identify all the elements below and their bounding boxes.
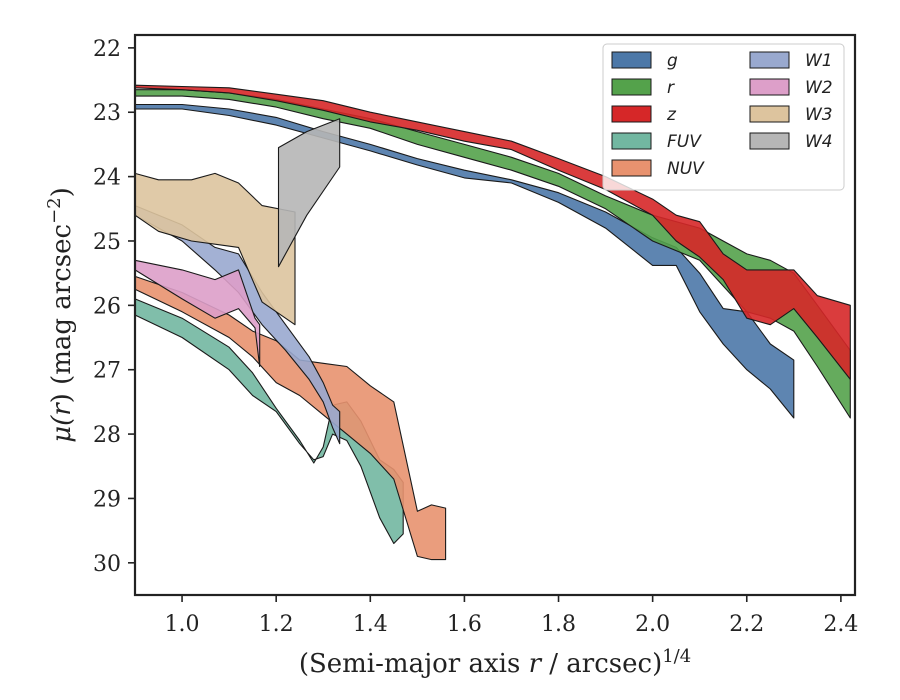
y-tick-label: 27 bbox=[93, 359, 121, 384]
legend-swatch-g bbox=[611, 51, 652, 69]
band-g bbox=[134, 103, 795, 419]
legend-swatch-z bbox=[611, 105, 652, 123]
legend-swatch-nuv bbox=[611, 159, 652, 177]
band-w4 bbox=[277, 118, 341, 268]
y-axis-label-main: μ( bbox=[47, 415, 77, 443]
y-axis-label-exp: −2 bbox=[44, 197, 65, 224]
x-axis-label-var: r bbox=[529, 649, 543, 679]
legend-label-w3: W3 bbox=[805, 105, 833, 125]
legend-swatch-r bbox=[611, 78, 652, 96]
y-tick-label: 30 bbox=[93, 552, 121, 577]
x-axis-label: (Semi-major axis r / arcsec)1/4 bbox=[299, 646, 691, 679]
y-tick-label: 24 bbox=[93, 166, 121, 191]
band-z bbox=[134, 84, 851, 380]
x-tick-label: 1.2 bbox=[259, 612, 294, 637]
y-tick-label: 23 bbox=[93, 101, 121, 126]
plot-frame bbox=[133, 33, 857, 597]
y-axis: 22 23 24 25 26 27 28 29 30 bbox=[93, 37, 135, 577]
y-tick-label: 28 bbox=[93, 423, 121, 448]
legend-swatch-w4 bbox=[749, 132, 790, 150]
legend-label-fuv: FUV bbox=[667, 132, 702, 152]
legend-swatch-w3 bbox=[749, 105, 790, 123]
x-tick-label: 2.4 bbox=[823, 612, 858, 637]
x-axis-label-exp: 1/4 bbox=[662, 646, 691, 667]
x-tick-label: 1.4 bbox=[353, 612, 388, 637]
x-tick-label: 1.6 bbox=[447, 612, 482, 637]
x-tick-label: 2.0 bbox=[635, 612, 670, 637]
x-axis-label-tail: / arcsec) bbox=[541, 649, 662, 679]
y-axis-label-tail: ) (mag arcsec bbox=[47, 224, 77, 403]
band-layer bbox=[134, 84, 851, 561]
x-axis: 1.0 1.2 1.4 1.6 1.8 2.0 2.2 2.4 bbox=[165, 595, 858, 637]
legend-label-r: r bbox=[667, 78, 675, 98]
band-w2 bbox=[134, 259, 261, 368]
legend-label-w1: W1 bbox=[805, 51, 833, 71]
legend-swatch-fuv bbox=[611, 132, 652, 150]
legend-swatch-w1 bbox=[749, 51, 790, 69]
legend-label-nuv: NUV bbox=[667, 159, 705, 179]
y-tick-label: 29 bbox=[93, 487, 121, 512]
band-w3 bbox=[134, 172, 296, 326]
y-tick-label: 22 bbox=[93, 37, 121, 62]
legend-label-g: g bbox=[667, 51, 678, 71]
y-tick-label: 26 bbox=[93, 294, 121, 319]
y-axis-label-close: ) bbox=[47, 187, 77, 197]
x-tick-label: 2.2 bbox=[729, 612, 764, 637]
y-axis-label: μ(r) (mag arcsec−2) bbox=[44, 187, 77, 443]
legend-label-w2: W2 bbox=[805, 78, 833, 98]
x-tick-label: 1.8 bbox=[541, 612, 576, 637]
y-axis-label-var: r bbox=[47, 402, 77, 416]
legend-label-w4: W4 bbox=[805, 132, 833, 152]
legend: grz FUV NUV W1 W2 W3 W4 bbox=[602, 43, 845, 191]
legend-swatch-w2 bbox=[749, 78, 790, 96]
y-tick-label: 25 bbox=[93, 230, 121, 255]
legend-label-z: z bbox=[666, 105, 677, 125]
x-axis-label-main: (Semi-major axis bbox=[299, 649, 529, 679]
x-tick-label: 1.0 bbox=[165, 612, 200, 637]
